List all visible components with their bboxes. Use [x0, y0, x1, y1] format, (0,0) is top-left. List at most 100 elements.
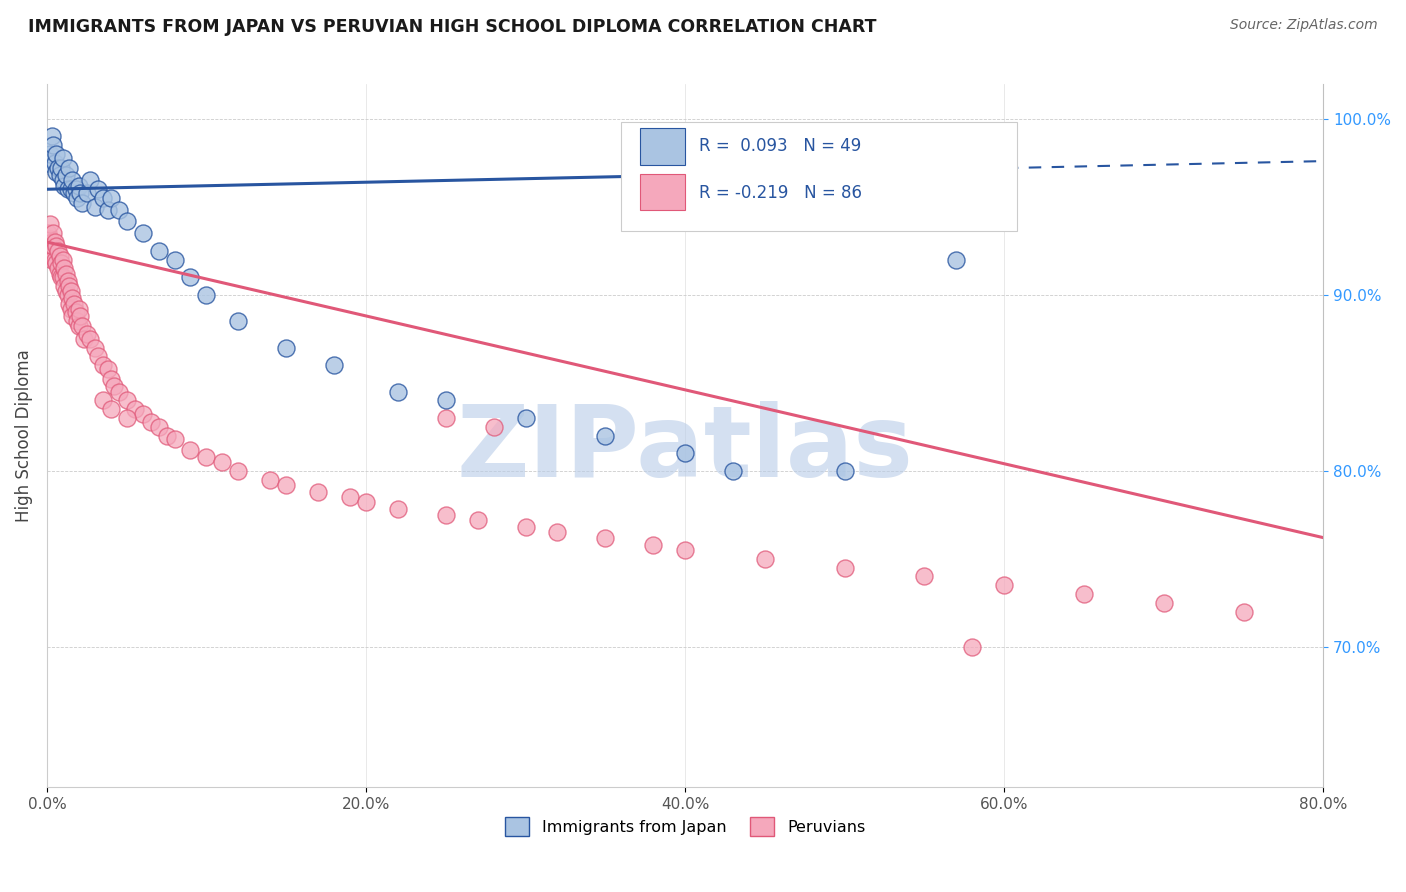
Point: [195, 450, 218, 464]
Point: [96, 361, 118, 376]
Point: [195, 288, 218, 302]
Point: [211, 455, 233, 469]
Point: [66, 314, 89, 328]
Point: [107, 203, 129, 218]
Point: [721, 464, 744, 478]
Point: [179, 270, 201, 285]
Point: [69, 186, 91, 200]
Point: [276, 341, 298, 355]
Point: [115, 411, 138, 425]
Point: [107, 384, 129, 399]
Point: [37, 226, 59, 240]
Point: [482, 419, 505, 434]
Point: [515, 520, 537, 534]
FancyBboxPatch shape: [640, 174, 685, 211]
Point: [1153, 596, 1175, 610]
Point: [673, 446, 696, 460]
Point: [83, 341, 105, 355]
Point: [39, 231, 62, 245]
Point: [148, 244, 170, 258]
Point: [46, 244, 69, 258]
Point: [41, 252, 63, 267]
Point: [37, 244, 59, 258]
Point: [52, 252, 75, 267]
Point: [67, 319, 90, 334]
Point: [48, 267, 70, 281]
Point: [51, 256, 73, 270]
Text: ZIPatlas: ZIPatlas: [457, 401, 914, 498]
Point: [56, 288, 79, 302]
Point: [58, 296, 80, 310]
Point: [56, 182, 79, 196]
Point: [55, 168, 77, 182]
Point: [754, 551, 776, 566]
Point: [62, 291, 84, 305]
Point: [1073, 587, 1095, 601]
Point: [87, 350, 110, 364]
Point: [42, 226, 65, 240]
Point: [115, 393, 138, 408]
Point: [48, 249, 70, 263]
Point: [91, 393, 114, 408]
Point: [62, 173, 84, 187]
Point: [39, 218, 62, 232]
Point: [41, 129, 63, 144]
Legend: Immigrants from Japan, Peruvians: Immigrants from Japan, Peruvians: [499, 811, 872, 843]
Point: [515, 411, 537, 425]
Point: [76, 326, 98, 341]
Point: [307, 484, 329, 499]
Point: [834, 464, 856, 478]
Point: [155, 428, 177, 442]
Point: [42, 138, 65, 153]
Point: [51, 161, 73, 175]
Text: Source: ZipAtlas.com: Source: ZipAtlas.com: [1230, 18, 1378, 32]
Point: [91, 191, 114, 205]
Point: [993, 578, 1015, 592]
FancyBboxPatch shape: [621, 122, 1017, 232]
Point: [65, 305, 87, 319]
Point: [834, 560, 856, 574]
Point: [76, 186, 98, 200]
Point: [59, 182, 82, 196]
Point: [83, 200, 105, 214]
Point: [673, 543, 696, 558]
Y-axis label: High School Diploma: High School Diploma: [15, 349, 32, 522]
Point: [962, 640, 984, 654]
Point: [55, 285, 77, 299]
Point: [434, 393, 457, 408]
Text: R = -0.219   N = 86: R = -0.219 N = 86: [699, 184, 862, 202]
Point: [87, 182, 110, 196]
Point: [70, 319, 93, 334]
Point: [163, 252, 186, 267]
Point: [45, 238, 67, 252]
Point: [53, 178, 76, 193]
Point: [72, 332, 94, 346]
Point: [58, 161, 80, 175]
Point: [45, 147, 67, 161]
Point: [643, 538, 665, 552]
Point: [131, 408, 153, 422]
Point: [67, 301, 90, 316]
Point: [323, 358, 346, 372]
Point: [69, 309, 91, 323]
Point: [46, 161, 69, 175]
Point: [434, 411, 457, 425]
Point: [44, 235, 66, 249]
Point: [41, 235, 63, 249]
Point: [131, 226, 153, 240]
Point: [434, 508, 457, 522]
Point: [259, 473, 281, 487]
Point: [48, 168, 70, 182]
Point: [56, 274, 79, 288]
Point: [51, 270, 73, 285]
Point: [42, 238, 65, 252]
Point: [139, 415, 162, 429]
Point: [53, 261, 76, 276]
Point: [467, 513, 489, 527]
Point: [339, 490, 361, 504]
Point: [595, 531, 617, 545]
Point: [67, 178, 90, 193]
Point: [100, 402, 122, 417]
Point: [45, 256, 67, 270]
Point: [163, 432, 186, 446]
